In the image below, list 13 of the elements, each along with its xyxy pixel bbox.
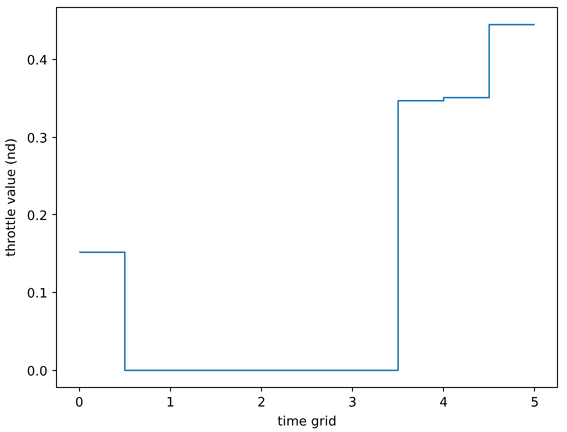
x-tick-label: 3 [348,396,357,410]
x-tick-label: 0 [75,396,84,410]
x-tick-label: 5 [530,396,539,410]
x-tick-label: 4 [440,396,448,410]
x-axis-title: time grid [278,414,336,430]
x-tick-label: 1 [166,396,175,410]
y-tick-label: 0.0 [26,364,48,380]
y-axis-title: throttle value (nd) [4,138,19,257]
y-tick-label: 0.1 [26,286,48,302]
x-tick-label: 2 [257,396,266,410]
y-tick-label: 0.3 [26,131,48,146]
y-tick-label: 0.4 [26,54,48,69]
y-tick-label: 0.2 [26,208,48,224]
